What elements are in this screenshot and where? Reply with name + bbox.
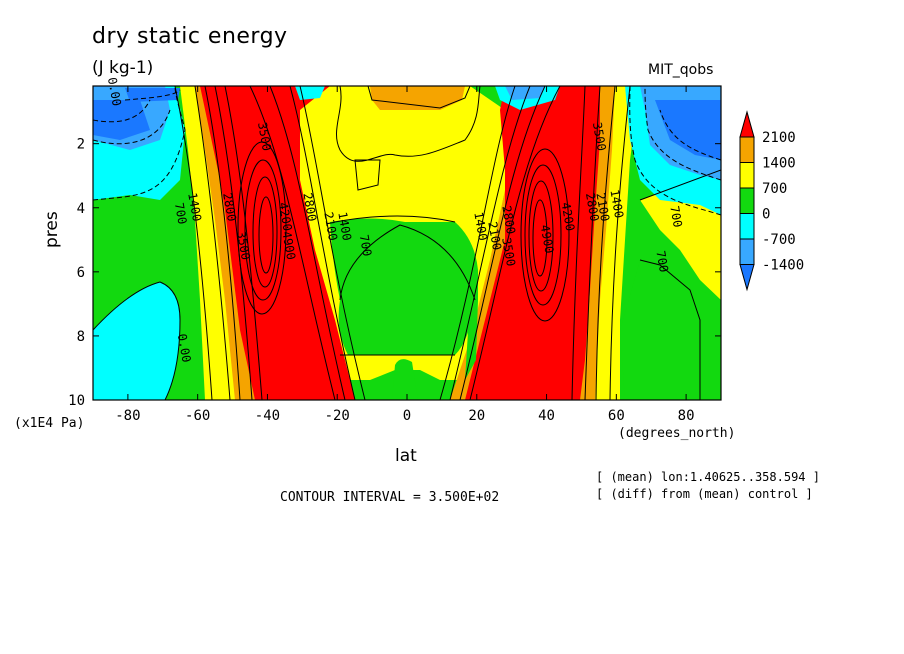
contour-label: 2800 — [220, 192, 239, 223]
y-axis-units: (x1E4 Pa) — [14, 416, 85, 431]
contour-label: 4900 — [279, 230, 298, 261]
contour-label: 3500 — [234, 230, 253, 261]
y-tick-label: 2 — [77, 137, 85, 153]
contour-label: 2100 — [485, 220, 504, 251]
contour-label: 3500 — [590, 121, 609, 152]
diff-note: [ (diff) from (mean) control ] — [596, 487, 813, 501]
contour-label: 2100 — [593, 192, 612, 223]
chart-title: dry static energy — [92, 24, 288, 49]
x-tick-label: -40 — [255, 408, 280, 424]
contour-field — [93, 86, 721, 400]
axes: -80 -60 -40 -20 0 20 40 60 80 2 4 6 8 10 — [68, 86, 721, 424]
legend-label: -1400 — [762, 258, 804, 274]
contour-label: 0.00 — [105, 76, 124, 107]
contour-label: 700 — [653, 250, 671, 274]
x-tick-label: 60 — [608, 408, 625, 424]
contour-label: 4200 — [276, 201, 295, 232]
contour-label: 1400 — [335, 211, 354, 242]
contour-label: 1400 — [471, 211, 490, 242]
legend-label: -700 — [762, 232, 796, 248]
dataset-label: MIT_qobs — [648, 62, 714, 78]
color-legend: 2100 1400 700 0 -700 -1400 — [739, 110, 804, 292]
contour-lines — [93, 86, 721, 400]
contour-label: 1400 — [185, 192, 204, 223]
contour-label: 4200 — [559, 201, 578, 232]
legend-swatch — [739, 162, 755, 189]
y-tick-label: 8 — [77, 329, 85, 345]
mean-note: [ (mean) lon:1.40625..358.594 ] — [596, 470, 820, 484]
chart-units: (J kg-1) — [92, 58, 154, 78]
contour-label: 3500 — [255, 121, 274, 152]
contour-label: 700 — [357, 234, 375, 258]
contour-label: 2800 — [499, 204, 518, 235]
legend-label: 1400 — [762, 156, 796, 172]
legend-label: 0 — [762, 207, 770, 223]
contour-label: 1400 — [607, 188, 626, 219]
x-tick-label: -20 — [325, 408, 350, 424]
legend-label: 2100 — [762, 130, 796, 146]
x-tick-label: 20 — [468, 408, 485, 424]
y-axis-label: pres — [42, 211, 62, 248]
contour-interval: CONTOUR INTERVAL = 3.500E+02 — [280, 490, 500, 505]
legend-bottom-arrow — [739, 264, 755, 292]
legend-swatch — [739, 187, 755, 214]
contour-label: 2800 — [300, 192, 319, 223]
x-tick-label: 80 — [678, 408, 695, 424]
legend-top-arrow — [739, 110, 755, 138]
contour-label: 2100 — [321, 211, 340, 242]
legend-swatch — [739, 238, 755, 265]
legend-swatch — [739, 136, 755, 163]
y-tick-label: 10 — [68, 393, 85, 409]
contour-label: 4900 — [538, 224, 557, 255]
contour-label: 700 — [667, 205, 685, 229]
x-tick-label: 40 — [538, 408, 555, 424]
y-tick-label: 6 — [77, 265, 85, 281]
contour-label: 700 — [172, 202, 190, 226]
x-tick-label: 0 — [403, 408, 411, 424]
legend-swatch — [739, 213, 755, 240]
x-tick-label: -60 — [185, 408, 210, 424]
x-axis-label: lat — [395, 446, 417, 466]
x-axis-units: (degrees_north) — [618, 426, 736, 441]
y-tick-label: 4 — [77, 201, 85, 217]
contour-label: 2800 — [583, 192, 602, 223]
x-tick-label: -80 — [115, 408, 140, 424]
contour-label: 0.00 — [175, 333, 194, 364]
legend-label: 700 — [762, 181, 787, 197]
contour-label: 3500 — [499, 236, 518, 267]
